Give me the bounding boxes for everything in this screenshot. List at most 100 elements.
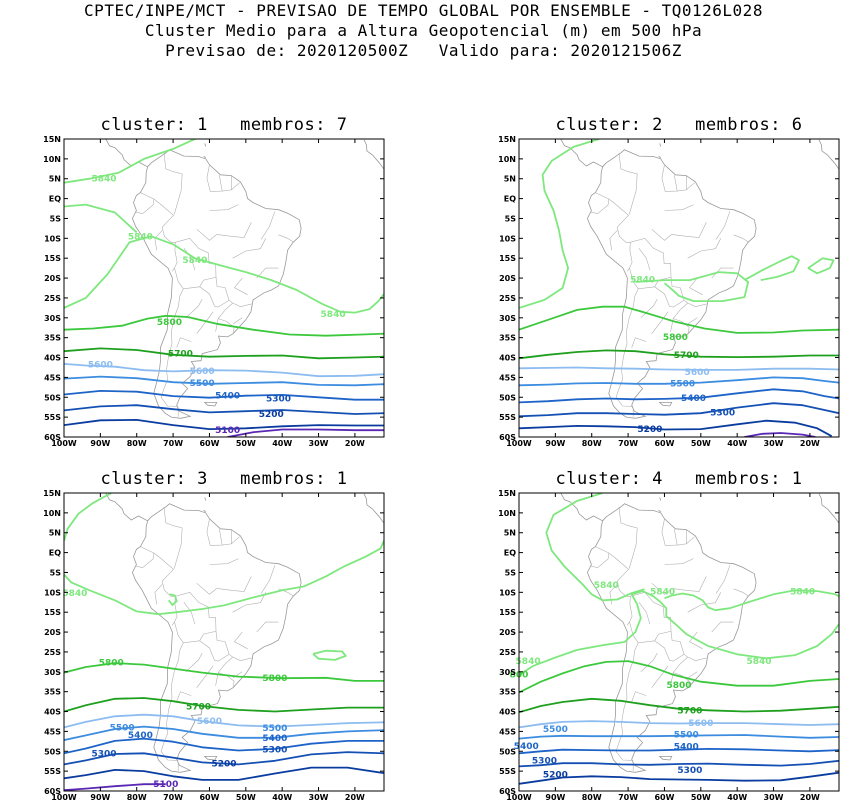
lat-label: 15N — [43, 135, 61, 144]
lat-label: 55S — [44, 413, 61, 422]
lat-label: 15S — [44, 608, 61, 617]
coastline-caribbean — [612, 474, 633, 480]
lat-label: 10S — [499, 588, 516, 597]
country-border — [687, 592, 722, 613]
map-frame — [518, 138, 840, 438]
contour-5100 — [744, 432, 816, 437]
country-border — [651, 665, 669, 688]
contour-label: 5400 — [514, 742, 539, 752]
contour-label: 5840 — [62, 589, 87, 599]
country-border — [640, 652, 658, 673]
lon-label: 60W — [654, 439, 674, 448]
coastline-caribbean — [157, 120, 178, 126]
lon-label: 50W — [236, 793, 256, 802]
map-panel-1: 5840 5840 5840 5840 5800 5700 5600 5600 55005400… — [43, 120, 385, 448]
contour-5200 — [64, 419, 384, 430]
lat-label: 35S — [499, 688, 516, 697]
lat-label: 60S — [499, 433, 516, 442]
map-frame — [518, 492, 840, 792]
contour-5800 — [64, 314, 384, 337]
country-border — [183, 602, 196, 625]
lat-label: 10N — [43, 155, 61, 164]
country-border — [232, 238, 267, 259]
country-border — [163, 506, 183, 569]
contour-5800 — [519, 305, 839, 334]
lat-label: 10N — [43, 509, 61, 518]
contour-5400 — [64, 737, 384, 755]
contour-label: 5400 — [262, 734, 287, 744]
lon-label: 80W — [127, 439, 147, 448]
contour-label: 5500 — [262, 724, 287, 734]
country-border — [176, 691, 192, 702]
coastline-caribbean — [157, 474, 178, 480]
header-line-2: Cluster Medio para a Altura Geopotencial… — [144, 21, 703, 40]
contour-5700 — [519, 349, 839, 360]
lat-label: 35S — [44, 334, 61, 343]
lat-label: EQ — [49, 195, 61, 204]
lon-label: 20W — [800, 439, 820, 448]
contour-5400 — [519, 388, 839, 404]
country-border — [176, 337, 192, 348]
lat-label: 30S — [499, 314, 516, 323]
lat-label: 45S — [44, 373, 61, 382]
country-border — [234, 277, 248, 296]
country-border — [196, 228, 217, 241]
contour-label: 5200 — [637, 425, 662, 435]
coastline-caribbean — [612, 120, 633, 126]
lat-label: 15S — [44, 254, 61, 263]
lat-label: 5N — [49, 529, 61, 538]
contour-5800 — [64, 662, 384, 682]
country-border — [140, 192, 178, 272]
country-border — [733, 234, 749, 243]
contour-label: 5800 — [99, 659, 124, 669]
contour-5840 — [519, 139, 600, 309]
lon-label: 80W — [127, 793, 147, 802]
coastline-caribbean — [659, 143, 662, 147]
contour-5100 — [227, 428, 384, 437]
lat-label: 5S — [50, 214, 62, 223]
lat-label: 15S — [499, 254, 516, 263]
lat-label: 45S — [44, 727, 61, 736]
country-border — [163, 152, 183, 215]
contour-5400 — [64, 390, 384, 401]
country-border — [196, 665, 214, 688]
lat-label: 50S — [44, 393, 61, 402]
lon-label: 100W — [506, 439, 532, 448]
country-border — [654, 631, 685, 662]
contour-5600 — [64, 363, 384, 378]
country-border — [689, 631, 703, 650]
country-border — [160, 288, 184, 407]
header-line-1: CPTEC/INPE/MCT - PREVISAO DE TEMPO GLOBA… — [84, 1, 763, 20]
contour-label: 5600 — [190, 367, 215, 377]
geography-layer — [545, 474, 839, 773]
contour-label: 5840 — [516, 657, 541, 667]
lat-label: 5N — [49, 175, 61, 184]
country-border — [651, 311, 669, 334]
country-border — [174, 237, 217, 290]
country-border — [615, 288, 639, 407]
country-border — [671, 576, 707, 592]
lon-label: 70W — [163, 439, 183, 448]
country-border — [711, 267, 734, 279]
country-border — [199, 631, 230, 662]
country-border — [232, 592, 267, 613]
lat-label: 45S — [499, 373, 516, 382]
country-border — [135, 552, 155, 569]
lat-label: 40S — [44, 708, 61, 717]
contour-5840 — [744, 255, 800, 281]
coastline-caribbean — [574, 109, 613, 119]
panel-1-title: cluster: 1 membros: 7 — [100, 115, 348, 135]
contour-label: 5840 — [91, 175, 116, 185]
contour-5800 — [519, 660, 839, 694]
contour-5700 — [519, 697, 839, 714]
country-border — [664, 204, 694, 211]
lat-label: 30S — [44, 668, 61, 677]
country-border — [687, 238, 722, 259]
lon-label: 90W — [545, 439, 565, 448]
country-border — [185, 298, 203, 319]
lat-label: 25S — [44, 648, 61, 657]
contour-label: 5840 — [746, 657, 771, 667]
lat-label: 25S — [499, 294, 516, 303]
contour-label: 5300 — [91, 750, 116, 760]
country-border — [278, 234, 294, 243]
